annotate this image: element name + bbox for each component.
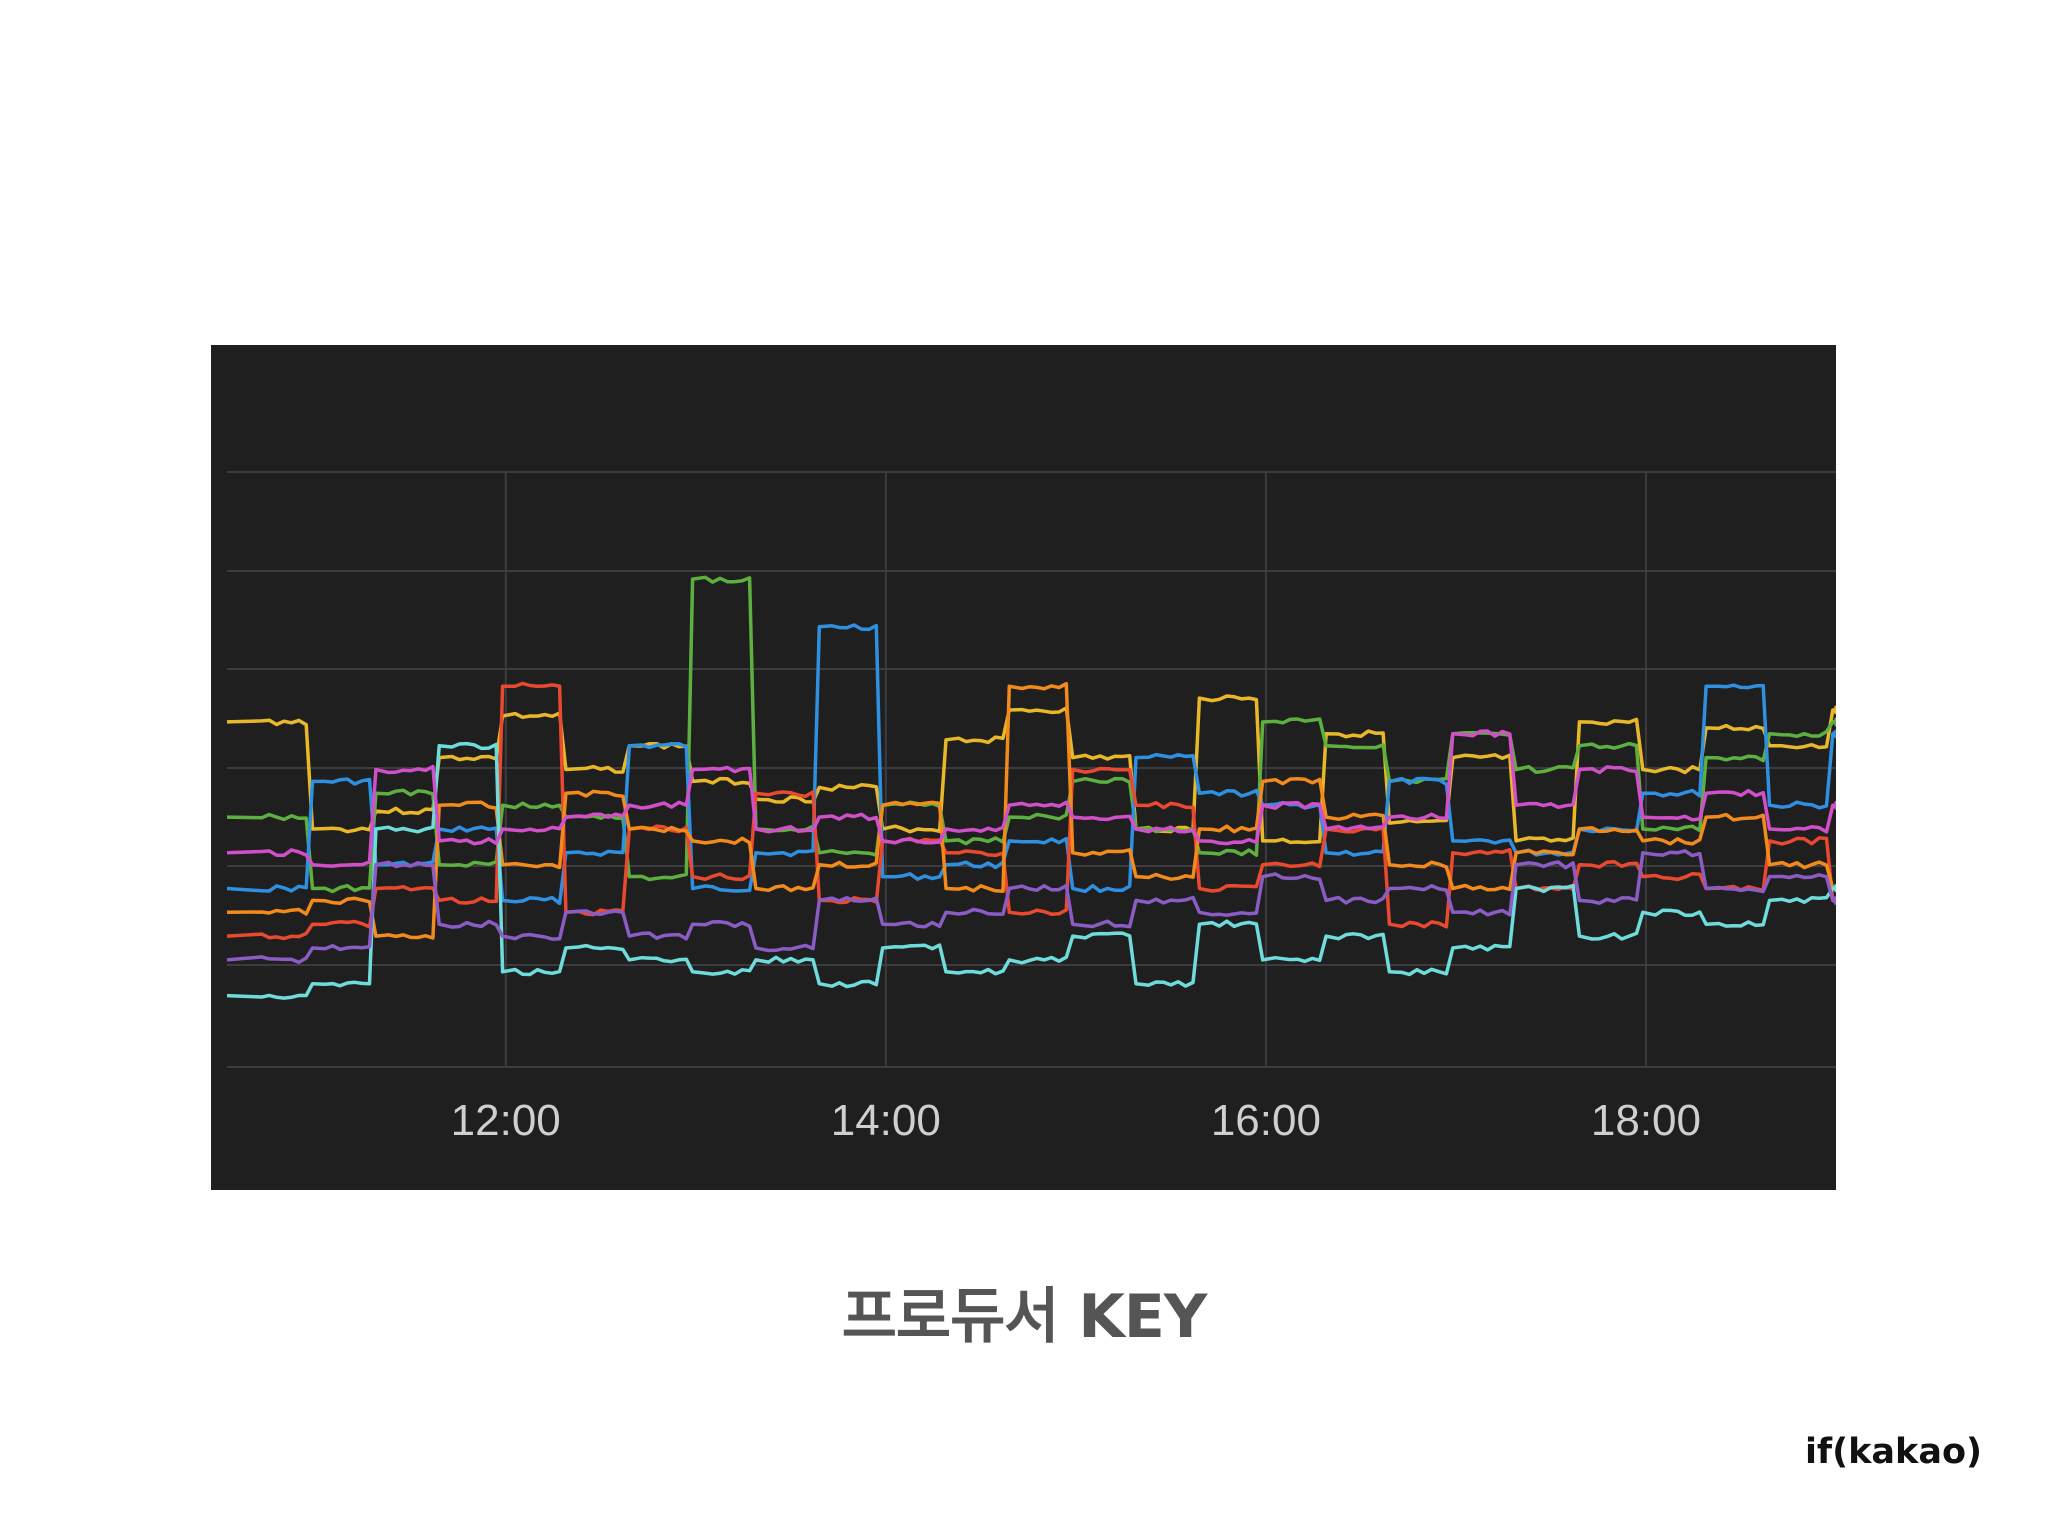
- brand-logo-text: if(kakao): [1804, 1432, 1982, 1472]
- series-line-5: [226, 681, 1836, 940]
- line-chart: 12:00 14:00 16:00 18:00: [226, 471, 1836, 1145]
- series-line-2: [226, 575, 1836, 894]
- x-tick-label: 18:00: [1591, 1096, 1701, 1145]
- series-line-6: [226, 741, 1836, 1000]
- series-line-4: [226, 681, 1836, 941]
- series-line-7: [226, 849, 1836, 965]
- x-tick-label: 16:00: [1211, 1096, 1321, 1145]
- x-tick-label: 14:00: [831, 1096, 941, 1145]
- series-layer: [226, 575, 1836, 1000]
- series-line-3: [226, 623, 1836, 906]
- series-line-8: [226, 729, 1836, 868]
- x-tick-labels: 12:00 14:00 16:00 18:00: [451, 1096, 1701, 1145]
- slide-caption: 프로듀서 KEY: [841, 1282, 1208, 1352]
- chart-panel: 12:00 14:00 16:00 18:00: [211, 345, 1836, 1190]
- x-tick-label: 12:00: [451, 1096, 561, 1145]
